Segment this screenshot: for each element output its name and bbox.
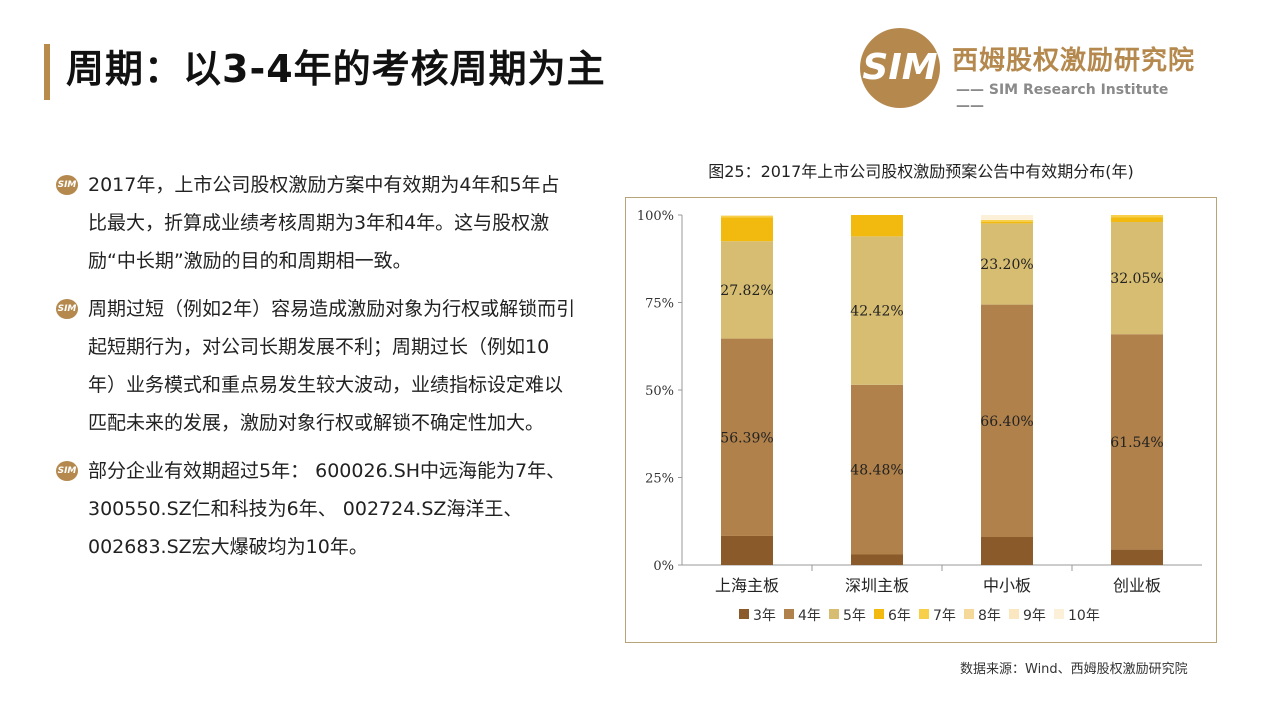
bar-segment-6年 (851, 215, 903, 237)
data-label: 27.82% (720, 283, 773, 299)
legend-swatch (1009, 609, 1019, 619)
bar-segment-10年 (981, 215, 1033, 220)
bar-segment-6年 (981, 221, 1033, 224)
bar-segment-4年 (981, 304, 1033, 537)
bullet-text: 部分企业有效期超过5年： 600026.SH中远海能为7年、 300550.SZ… (88, 460, 566, 558)
legend-swatch (1054, 609, 1064, 619)
y-tick-label: 50% (645, 384, 674, 399)
bar-segment-3年 (981, 537, 1033, 565)
data-label: 48.48% (850, 463, 903, 479)
data-label: 32.05% (1110, 271, 1163, 287)
logo-cn-name: 西姆股权激励研究院 (952, 46, 1196, 76)
legend-swatch (919, 609, 929, 619)
y-tick-label: 25% (645, 472, 674, 487)
x-category-label: 创业板 (1113, 576, 1161, 595)
legend-swatch (874, 609, 884, 619)
bar-segment-6年 (1111, 217, 1163, 223)
bar-segment-5年 (721, 241, 773, 339)
data-label: 66.40% (980, 414, 1033, 430)
page-title: 周期：以3-4年的考核周期为主 (66, 47, 606, 91)
chart-frame: 0% 25% 50% 75% 100% 上海主板 深圳主板 中小板 创业板 56.39% 48.48… (625, 197, 1217, 643)
legend-swatch (829, 609, 839, 619)
bar-segment-4年 (851, 384, 903, 555)
sim-bullet-icon: SIM (56, 299, 78, 319)
legend-label: 4年 (798, 608, 821, 624)
legend-label: 3年 (753, 608, 776, 624)
y-tick-label: 75% (645, 297, 674, 312)
bar-segment-7年 (1111, 215, 1163, 218)
stacked-bar-chart: 0% 25% 50% 75% 100% 上海主板 深圳主板 中小板 创业板 56.39% 48.48… (637, 209, 1202, 624)
sim-bullet-icon: SIM (56, 175, 78, 195)
legend-label: 5年 (843, 608, 866, 624)
legend-swatch (964, 609, 974, 619)
data-label: 56.39% (720, 430, 773, 446)
bullet-text: 周期过短（例如2年）容易造成激励对象为行权或解锁而引起短期行为，对公司长期发展不… (88, 298, 576, 434)
x-category-label: 上海主板 (715, 576, 779, 595)
data-label: 23.20% (980, 257, 1033, 273)
legend-label: 7年 (933, 608, 956, 624)
data-source: 数据来源：Wind、西姆股权激励研究院 (960, 662, 1188, 677)
legend-label: 9年 (1023, 608, 1046, 624)
legend-label: 10年 (1068, 608, 1100, 624)
x-category-label: 深圳主板 (845, 576, 909, 595)
bullet-list: SIM 2017年，上市公司股权激励方案中有效期为4年和5年占比最大，折算成业绩… (56, 166, 576, 576)
chart-title: 图25：2017年上市公司股权激励预案公告中有效期分布(年) (708, 162, 1134, 181)
bar-segment-5年 (1111, 222, 1163, 335)
bullet-item: SIM 2017年，上市公司股权激励方案中有效期为4年和5年占比最大，折算成业绩… (56, 166, 576, 280)
y-tick-label: 0% (653, 559, 674, 574)
legend-swatch (739, 609, 749, 619)
data-label: 61.54% (1110, 435, 1163, 451)
legend-label: 8年 (978, 608, 1001, 624)
legend-label: 6年 (888, 608, 911, 624)
bar-segment-4年 (1111, 334, 1163, 550)
logo-en-name: —— SIM Research Institute —— (956, 82, 1169, 114)
x-category-label: 中小板 (983, 576, 1031, 595)
bar-segment-3年 (1111, 549, 1163, 565)
bullet-item: SIM 部分企业有效期超过5年： 600026.SH中远海能为7年、 30055… (56, 452, 576, 566)
bar-segment-4年 (721, 338, 773, 536)
legend-swatch (784, 609, 794, 619)
title-accent-bar (44, 44, 50, 100)
bullet-text: 2017年，上市公司股权激励方案中有效期为4年和5年占比最大，折算成业绩考核周期… (88, 174, 560, 272)
bar-segment-3年 (851, 554, 903, 565)
bar-segment-7年 (721, 215, 773, 218)
y-tick-label: 100% (637, 209, 674, 224)
logo-mark: SIM (860, 28, 940, 108)
bar-segment-3年 (721, 535, 773, 565)
bar-segment-6年 (721, 217, 773, 242)
sim-bullet-icon: SIM (56, 461, 78, 481)
data-label: 42.42% (850, 304, 903, 320)
bar-segment-10年 (721, 215, 773, 216)
bullet-item: SIM 周期过短（例如2年）容易造成激励对象为行权或解锁而引起短期行为，对公司长… (56, 290, 576, 442)
logo: SIM 西姆股权激励研究院 —— SIM Research Institute … (860, 28, 1200, 114)
bar-segment-7年 (981, 219, 1033, 222)
bar-segment-5年 (981, 223, 1033, 305)
bar-segment-5年 (851, 236, 903, 385)
